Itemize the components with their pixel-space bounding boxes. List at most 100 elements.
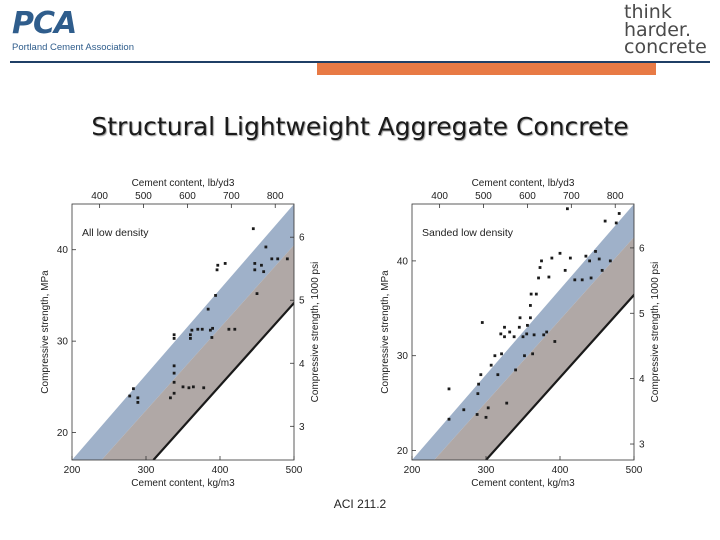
data-point — [580, 278, 584, 282]
y2-tick-label: 6 — [299, 233, 305, 244]
data-point — [191, 385, 195, 389]
data-point — [136, 396, 140, 400]
data-point — [608, 259, 612, 263]
data-point — [523, 354, 526, 358]
x2-tick-label: 700 — [563, 191, 580, 202]
y2-axis-label: Compressive strength, 1000 psi — [310, 262, 321, 403]
data-point — [512, 335, 516, 339]
data-point — [172, 337, 176, 340]
data-point — [584, 254, 588, 258]
data-point — [189, 333, 192, 337]
think-harder-concrete-logo: think harder. concrete — [624, 3, 707, 58]
data-point — [480, 321, 484, 324]
x-tick-label: 400 — [212, 465, 229, 476]
y2-tick-label: 4 — [299, 359, 305, 370]
data-point — [253, 262, 257, 265]
band-upper — [412, 204, 634, 460]
data-point — [215, 268, 219, 272]
x-tick-label: 300 — [138, 465, 155, 476]
x2-tick-label: 800 — [267, 191, 284, 202]
x-axis-label: Cement content, kg/m3 — [471, 478, 575, 489]
x2-axis-label: Cement content, lb/yd3 — [472, 178, 575, 189]
data-point — [542, 333, 546, 337]
chart-sanded-low-density: 200 300 400 500 20 30 40 400 500 600 700 800 3 4 5 6 San… — [380, 178, 661, 489]
data-point — [503, 335, 506, 339]
data-point — [617, 212, 621, 215]
data-point — [538, 266, 542, 269]
data-point — [264, 245, 268, 249]
data-point — [553, 340, 557, 343]
y2-tick-label: 3 — [299, 422, 305, 433]
tagline-line-3: concrete — [624, 36, 707, 58]
chart-all-low-density: 200 300 400 500 20 30 40 400 500 600 700 800 3 4 5 6 All… — [40, 178, 321, 489]
x-tick-label: 400 — [552, 465, 569, 476]
data-point — [200, 327, 204, 331]
data-point — [531, 352, 535, 356]
data-point — [477, 382, 480, 386]
x2-tick-label: 400 — [91, 191, 108, 202]
data-point — [568, 256, 572, 260]
pca-logo: PCA Portland Cement Association — [10, 6, 140, 56]
data-point — [517, 325, 521, 329]
y2-axis-label: Compressive strength, 1000 psi — [650, 262, 661, 403]
data-point — [589, 276, 593, 280]
x2-tick-label: 600 — [519, 191, 536, 202]
data-point — [545, 330, 549, 334]
band-lower — [434, 237, 634, 460]
data-point — [600, 268, 604, 272]
data-point — [214, 294, 217, 297]
x2-tick-label: 500 — [475, 191, 492, 202]
header-accent-bar — [317, 63, 656, 75]
data-point — [255, 292, 259, 295]
data-point — [521, 335, 525, 339]
data-point — [508, 330, 512, 334]
x2-tick-label: 800 — [607, 191, 624, 202]
data-point — [547, 275, 551, 279]
data-point — [534, 292, 538, 296]
data-point — [233, 327, 237, 331]
data-point — [526, 323, 529, 327]
data-point — [603, 219, 607, 223]
y-tick-label: 40 — [397, 256, 409, 267]
data-point — [529, 292, 533, 296]
data-point — [172, 391, 176, 395]
data-point — [484, 415, 488, 419]
data-point — [597, 257, 601, 261]
data-point — [187, 386, 191, 390]
data-point — [172, 333, 176, 337]
x-tick-label: 500 — [626, 465, 643, 476]
plot-frame — [411, 203, 635, 461]
x-tick-label: 200 — [404, 465, 421, 476]
data-point — [172, 371, 176, 375]
slide-caption: ACI 211.2 — [333, 497, 387, 511]
data-point — [172, 380, 176, 384]
data-point — [285, 257, 289, 261]
data-point — [208, 328, 212, 332]
x2-tick-label: 400 — [431, 191, 448, 202]
data-point — [514, 368, 517, 372]
y-tick-label: 20 — [397, 446, 409, 457]
pca-logo-subtitle: Portland Cement Association — [12, 42, 134, 53]
data-point — [128, 394, 132, 398]
data-point — [529, 316, 532, 320]
data-point — [525, 332, 529, 336]
data-point — [253, 268, 257, 272]
data-point — [532, 333, 536, 337]
x-tick-label: 500 — [286, 465, 303, 476]
chart-title: All low density — [82, 227, 149, 239]
data-point — [486, 406, 490, 410]
data-point — [529, 304, 532, 307]
band-lower-boundary — [485, 293, 634, 460]
y-tick-label: 30 — [397, 351, 409, 362]
y2-tick-label: 5 — [639, 309, 645, 320]
data-point — [132, 387, 135, 391]
y-tick-label: 40 — [57, 245, 69, 256]
data-point — [503, 325, 506, 329]
data-point — [260, 263, 263, 267]
data-point — [211, 326, 214, 330]
data-point — [202, 386, 206, 390]
data-point — [558, 251, 562, 255]
plot-frame — [71, 203, 295, 461]
data-point — [518, 316, 522, 320]
data-point — [479, 373, 483, 377]
